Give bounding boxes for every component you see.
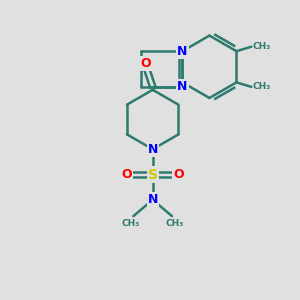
- Text: CH₃: CH₃: [122, 218, 140, 227]
- Text: N: N: [148, 193, 158, 206]
- Text: N: N: [177, 80, 188, 93]
- Text: O: O: [140, 57, 151, 70]
- Text: S: S: [148, 167, 158, 182]
- Text: N: N: [177, 45, 188, 58]
- Text: N: N: [148, 143, 158, 156]
- Text: O: O: [122, 168, 132, 181]
- Text: CH₃: CH₃: [253, 82, 271, 91]
- Text: O: O: [173, 168, 184, 181]
- Text: CH₃: CH₃: [253, 42, 271, 51]
- Text: CH₃: CH₃: [165, 218, 184, 227]
